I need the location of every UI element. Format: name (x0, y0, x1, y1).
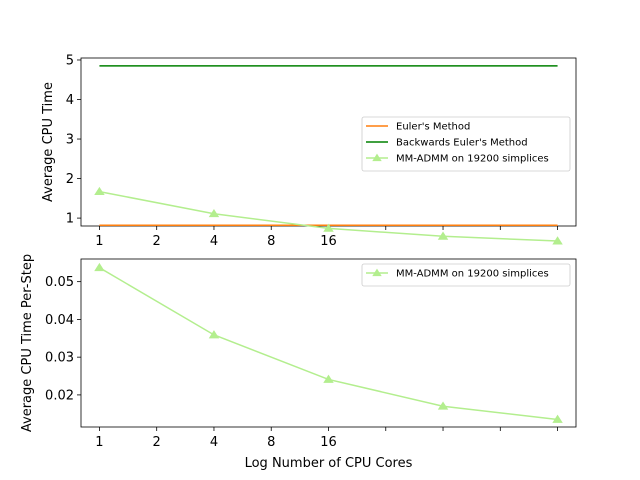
x-tick-label: 4 (210, 435, 218, 450)
series-line-1 (99, 267, 558, 421)
chart-panel-2: 1 2 4 8 16 0.02 0.03 0.04 0.05 Average CPU Time P… (20, 254, 577, 471)
data-point (437, 231, 449, 240)
y-tick-label: 5 (66, 53, 74, 68)
y-tick-label: 4 (66, 93, 74, 108)
data-point (94, 262, 105, 272)
data-point (552, 414, 563, 423)
legend-box (361, 116, 571, 172)
data-point (208, 330, 220, 339)
x-tick-label: 2 (153, 435, 161, 450)
y-axis-label: Average CPU Time (41, 82, 56, 202)
legend-entry: Backwards Euler's Method (396, 138, 528, 149)
y-tick-label: 1 (66, 212, 74, 227)
y-tick-label: 0.03 (45, 351, 74, 366)
legend-box (361, 263, 571, 287)
legend-entry: MM-ADMM on 19200 simplices (396, 154, 549, 165)
legend-entry: MM-ADMM on 19200 simplices (396, 269, 549, 280)
data-point (323, 374, 334, 383)
x-tick-label: 8 (267, 234, 275, 249)
x-tick-label: 1 (95, 234, 103, 249)
legend: Euler's Method Backwards Euler's Method MM… (361, 116, 571, 172)
legend-marker (372, 153, 382, 162)
y-tick-label: 0.04 (45, 313, 74, 328)
y-axis-label: Average CPU Time Per-Step (20, 254, 35, 432)
x-tick-label: 16 (320, 234, 337, 249)
x-tick-label: 4 (210, 234, 218, 249)
y-tick-label: 0.02 (45, 388, 74, 403)
legend: MM-ADMM on 19200 simplices (361, 263, 571, 287)
chart-panel-1: 1 2 4 8 16 1 2 3 4 5 Average CPU Time Euler's Metho… (41, 53, 577, 249)
x-tick-label: 16 (320, 435, 337, 450)
x-tick-label: 8 (267, 435, 275, 450)
y-tick-label: 3 (66, 133, 74, 148)
data-point (552, 236, 563, 245)
legend-marker (372, 268, 382, 277)
data-point (323, 223, 334, 232)
x-tick-label: 2 (153, 234, 161, 249)
legend-entry: Euler's Method (396, 122, 470, 133)
y-tick-label: 0.05 (45, 275, 74, 290)
x-axis-label: Log Number of CPU Cores (245, 456, 413, 471)
data-point (94, 186, 105, 196)
x-tick-label: 1 (95, 435, 103, 450)
y-tick-label: 2 (66, 172, 74, 187)
data-point (437, 401, 449, 410)
data-point (208, 208, 220, 218)
